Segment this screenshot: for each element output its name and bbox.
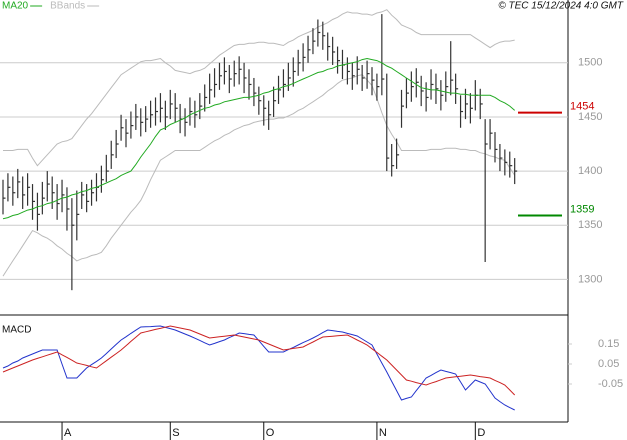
macd-line: [2, 325, 515, 411]
bband-upper: [3, 9, 515, 167]
x-tick-label: N: [379, 427, 387, 439]
legend-label: MA20: [2, 1, 29, 12]
level-label-bg: [570, 203, 598, 215]
level-label: 1359: [570, 203, 594, 215]
y-tick-label: 1450: [578, 111, 602, 123]
ma20-line: [2, 57, 516, 220]
bband-lower: [2, 74, 516, 277]
macd-title: MACD: [2, 325, 31, 336]
level-label: 1454: [570, 101, 594, 113]
y-tick-label: 1300: [578, 273, 602, 285]
level-label-bg: [570, 100, 598, 112]
x-tick-label: A: [64, 427, 72, 439]
legend-label: BBands: [50, 1, 85, 12]
x-tick-label: S: [172, 427, 179, 439]
y-tick-label: 1500: [578, 57, 602, 69]
y-tick-label: 1400: [578, 165, 602, 177]
y-tick-label: 1350: [578, 219, 602, 231]
macd-line: [2, 325, 516, 396]
x-tick-label: D: [477, 427, 485, 439]
x-tick-label: O: [266, 427, 275, 439]
source-note: © TEC 15/12/2024 4:0 GMT: [498, 1, 624, 12]
y-tick-label: -0.05: [598, 378, 623, 390]
y-tick-label: 0.15: [598, 338, 619, 350]
y-tick-label: 0.05: [598, 358, 619, 370]
